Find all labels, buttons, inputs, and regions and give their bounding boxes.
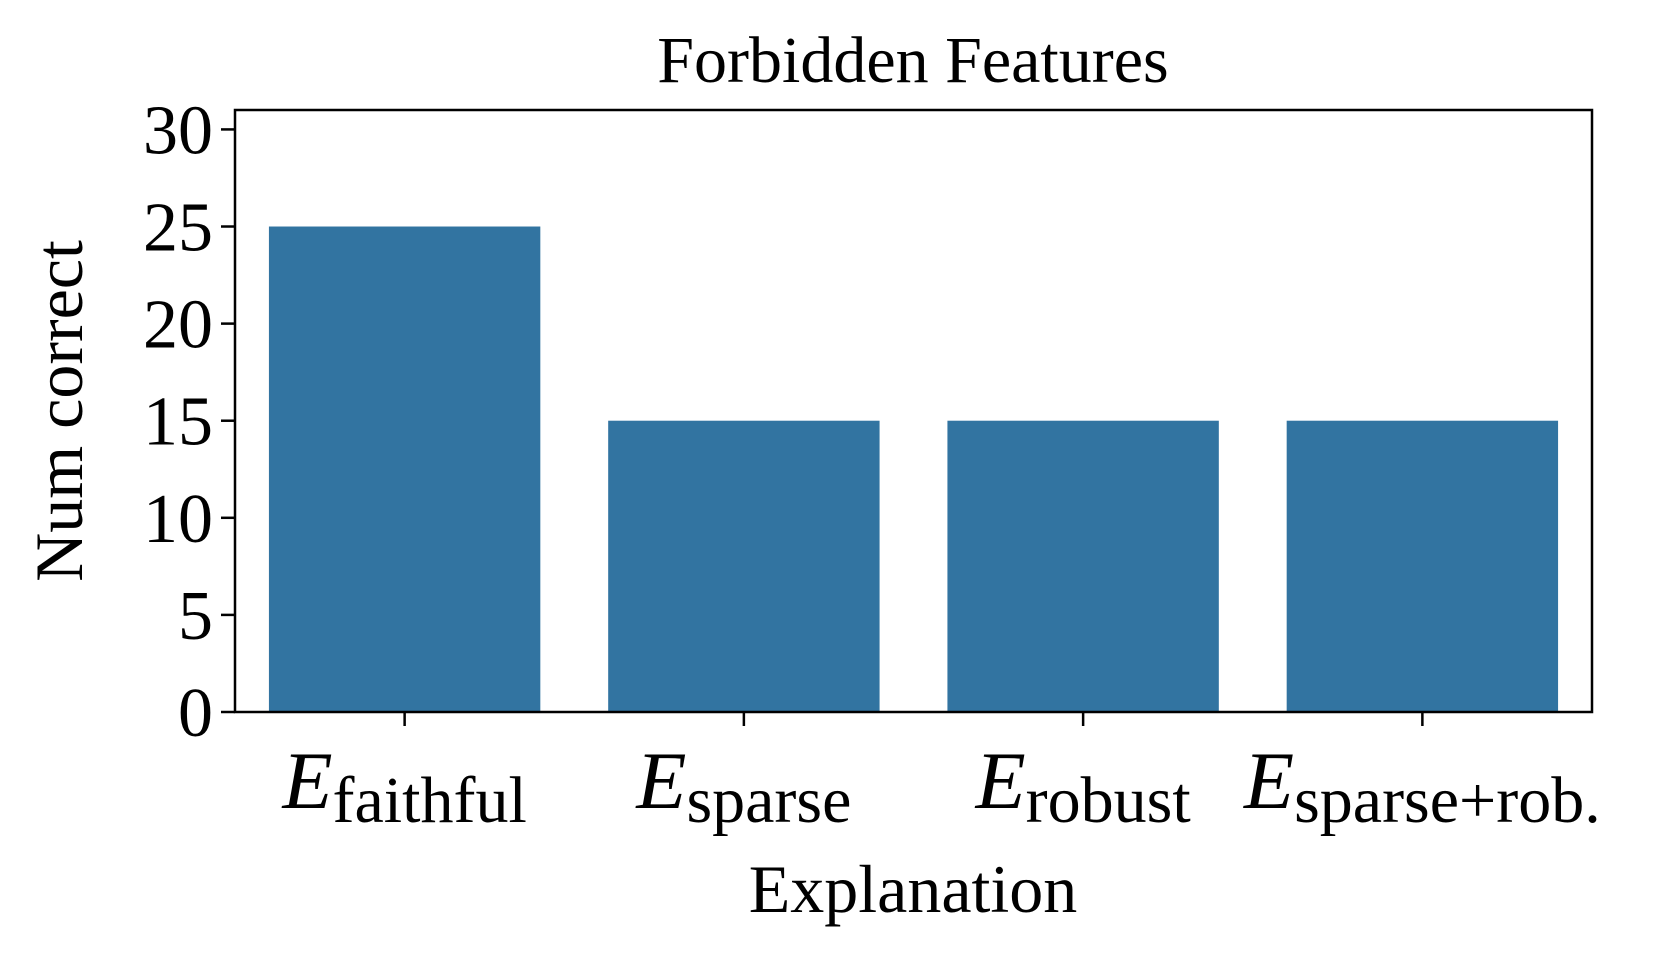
bar — [608, 420, 880, 712]
y-tick-label: 30 — [143, 92, 213, 169]
y-tick-label: 10 — [143, 481, 213, 558]
category-symbol: E — [975, 735, 1026, 826]
category-subscript: robust — [1026, 764, 1191, 837]
x-tick-label: Esparse — [635, 735, 851, 837]
x-tick-label: Efaithful — [281, 735, 526, 837]
plot-frame — [233, 108, 1594, 714]
chart-title: Forbidden Features — [657, 24, 1168, 97]
category-subscript: faithful — [333, 764, 527, 837]
category-subscript: sparse — [686, 764, 851, 837]
y-axis-label: Num correct — [21, 240, 97, 582]
x-tick-label: Erobust — [975, 735, 1191, 837]
x-tick-label: Esparse+rob. — [1243, 735, 1601, 837]
category-symbol: E — [281, 735, 332, 826]
y-tick-label: 0 — [178, 675, 213, 752]
y-tick-label: 5 — [178, 578, 213, 655]
y-tick-label: 15 — [143, 384, 213, 461]
y-tick-label: 25 — [143, 190, 213, 267]
category-subscript: sparse+rob. — [1294, 764, 1601, 837]
category-symbol: E — [1243, 735, 1294, 826]
bar — [1286, 420, 1559, 712]
bar — [268, 226, 541, 713]
y-tick-label: 20 — [143, 287, 213, 364]
x-axis-label: Explanation — [749, 851, 1078, 927]
category-symbol: E — [635, 735, 686, 826]
bar — [947, 420, 1219, 712]
